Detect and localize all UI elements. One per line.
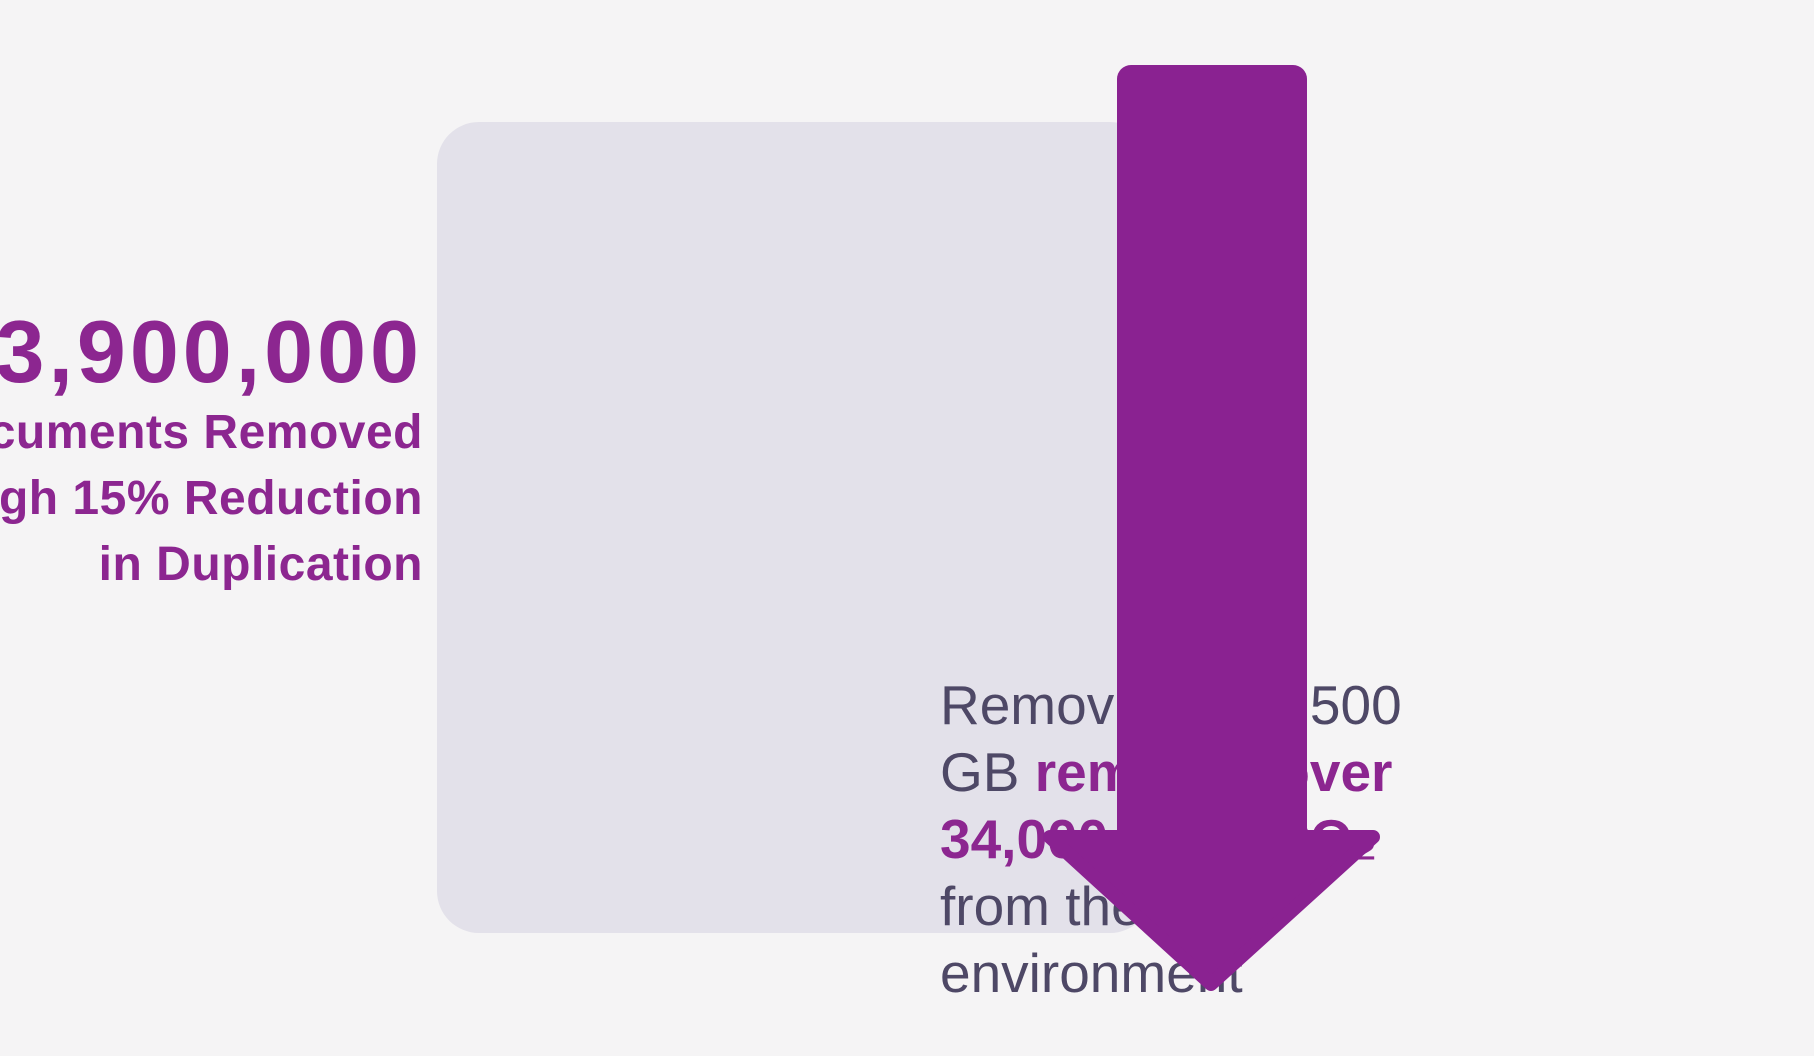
body-line-2: GB removes over bbox=[940, 739, 1402, 806]
headline-line-1: Documents Removed bbox=[0, 406, 423, 459]
body-line-2-highlight: removes over bbox=[1034, 741, 1393, 803]
body-line-3: 34,000 kg of CO₂ bbox=[940, 806, 1402, 873]
body-line-1: Removing 160,500 bbox=[940, 672, 1402, 739]
headline-block: 33,900,000 Documents Removed through 15%… bbox=[0, 304, 423, 598]
stat-card: 33,900,000 Documents Removed through 15%… bbox=[0, 122, 1402, 1004]
body-line-2-prefix: GB bbox=[940, 741, 1035, 803]
body-line-4-text: from the bbox=[940, 875, 1142, 937]
body-line-5-text: environment bbox=[940, 942, 1243, 1004]
body-line-4: from the bbox=[940, 873, 1402, 940]
headline-number: 33,900,000 bbox=[0, 302, 423, 401]
body-line-5: environment bbox=[940, 940, 1402, 1007]
headline-line-2: through 15% Reduction bbox=[0, 472, 423, 525]
headline-line-3: in Duplication bbox=[98, 538, 423, 591]
body-line-3-highlight: 34,000 kg of CO₂ bbox=[940, 808, 1378, 870]
body-text-block: Removing 160,500 GB removes over 34,000 … bbox=[940, 672, 1402, 1007]
body-line-1-text: Removing 160,500 bbox=[940, 674, 1402, 736]
